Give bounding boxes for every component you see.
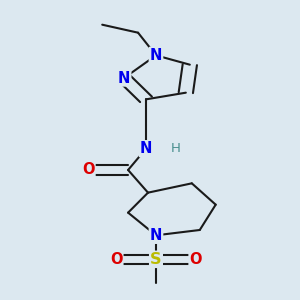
Text: H: H	[171, 142, 181, 154]
Text: O: O	[190, 252, 202, 267]
Text: N: N	[150, 228, 162, 243]
Text: N: N	[150, 48, 162, 63]
Text: O: O	[82, 163, 94, 178]
Text: N: N	[140, 141, 152, 156]
Text: N: N	[118, 70, 130, 86]
Text: O: O	[110, 252, 122, 267]
Text: S: S	[150, 252, 162, 267]
